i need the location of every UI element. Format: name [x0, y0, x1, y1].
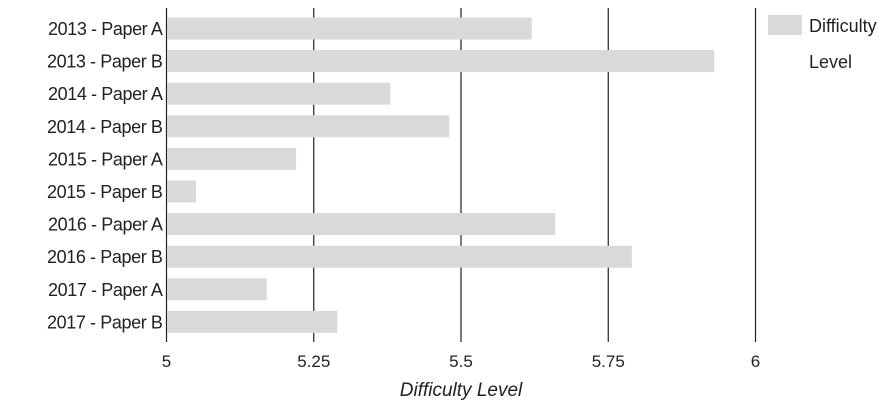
x-tick-label-5: 6 [751, 352, 760, 371]
bar-7 [167, 213, 556, 236]
category-label-4: 2014 - Paper B [47, 117, 163, 137]
category-label-9: 2017 - Paper A [48, 280, 163, 300]
bar-8 [167, 245, 632, 268]
category-label-7: 2016 - Paper A [48, 215, 163, 235]
bar-9 [167, 278, 267, 301]
x-axis-title: Difficulty Level [400, 380, 523, 401]
bar-2 [167, 50, 715, 73]
legend-label-line-1: Difficulty [809, 16, 877, 36]
x-tick-label-2: 5.25 [297, 352, 330, 371]
bar-3 [167, 82, 391, 105]
x-tick-label-1: 5 [162, 352, 171, 371]
legend-swatch [768, 15, 802, 35]
category-label-5: 2015 - Paper A [48, 149, 163, 169]
category-label-6: 2015 - Paper B [47, 182, 163, 202]
x-tick-labels: 5 5.25 5.5 5.75 6 [162, 352, 760, 371]
x-tick-label-3: 5.5 [449, 352, 473, 371]
category-label-2: 2013 - Paper B [47, 52, 163, 72]
category-labels: 2013 - Paper A 2013 - Paper B 2014 - Paper… [47, 19, 163, 332]
bar-4 [167, 115, 450, 138]
bar-10 [167, 310, 338, 333]
legend: Difficulty Level [768, 15, 877, 72]
category-label-10: 2017 - Paper B [47, 312, 163, 332]
bars [167, 17, 715, 333]
bar-1 [167, 17, 532, 40]
bar-5 [167, 147, 297, 170]
category-label-8: 2016 - Paper B [47, 247, 163, 267]
category-label-3: 2014 - Paper A [48, 84, 163, 104]
x-tick-label-4: 5.75 [592, 352, 625, 371]
legend-label-line-2: Level [809, 52, 852, 72]
bar-6 [167, 180, 196, 203]
category-label-1: 2013 - Paper A [48, 19, 163, 39]
